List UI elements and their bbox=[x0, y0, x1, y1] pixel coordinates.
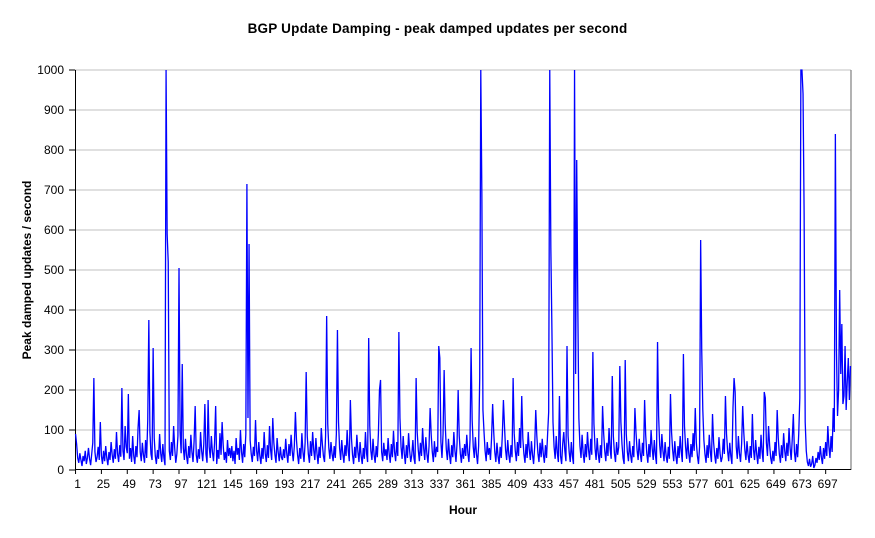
y-tick-label: 0 bbox=[57, 463, 64, 477]
x-tick-label: 169 bbox=[248, 477, 269, 491]
x-tick-label: 97 bbox=[174, 477, 188, 491]
x-tick-label: 673 bbox=[791, 477, 812, 491]
y-tick-label: 200 bbox=[43, 383, 64, 397]
chart-title: BGP Update Damping - peak damped updates… bbox=[247, 21, 628, 36]
y-tick-label: 1000 bbox=[37, 63, 64, 77]
x-tick-label: 265 bbox=[352, 477, 373, 491]
x-axis-title: Hour bbox=[449, 503, 477, 517]
x-tick-label: 385 bbox=[481, 477, 502, 491]
chart-canvas bbox=[69, 69, 852, 474]
x-tick-label: 121 bbox=[196, 477, 217, 491]
x-tick-label: 433 bbox=[533, 477, 554, 491]
x-tick-label: 145 bbox=[222, 477, 243, 491]
y-tick-label: 700 bbox=[43, 183, 64, 197]
x-tick-label: 625 bbox=[740, 477, 761, 491]
y-tick-label: 800 bbox=[43, 143, 64, 157]
x-tick-label: 1 bbox=[74, 477, 81, 491]
y-tick-label: 100 bbox=[43, 423, 64, 437]
x-tick-label: 409 bbox=[507, 477, 528, 491]
x-tick-label: 577 bbox=[688, 477, 709, 491]
y-tick-label: 900 bbox=[43, 103, 64, 117]
y-tick-label: 500 bbox=[43, 263, 64, 277]
x-tick-label: 217 bbox=[300, 477, 321, 491]
x-tick-label: 505 bbox=[610, 477, 631, 491]
x-tick-label: 49 bbox=[122, 477, 136, 491]
y-tick-label: 600 bbox=[43, 223, 64, 237]
x-tick-label: 337 bbox=[429, 477, 450, 491]
x-tick-label: 25 bbox=[96, 477, 111, 491]
data-series-line bbox=[74, 69, 852, 469]
x-tick-label: 553 bbox=[662, 477, 683, 491]
x-tick-label: 649 bbox=[765, 477, 786, 491]
x-tick-label: 193 bbox=[274, 477, 295, 491]
x-tick-label: 73 bbox=[148, 477, 162, 491]
x-tick-label: 289 bbox=[377, 477, 398, 491]
y-tick-label: 400 bbox=[43, 303, 64, 317]
x-tick-label: 529 bbox=[636, 477, 657, 491]
x-tick-label: 313 bbox=[403, 477, 424, 491]
x-tick-label: 361 bbox=[455, 477, 476, 491]
x-tick-label: 481 bbox=[584, 477, 605, 491]
x-tick-label: 601 bbox=[714, 477, 735, 491]
plot-area bbox=[69, 69, 852, 474]
x-tick-label: 457 bbox=[558, 477, 580, 491]
y-tick-label: 300 bbox=[43, 343, 64, 357]
x-tick-label: 697 bbox=[817, 477, 838, 491]
x-tick-label: 241 bbox=[326, 477, 347, 491]
